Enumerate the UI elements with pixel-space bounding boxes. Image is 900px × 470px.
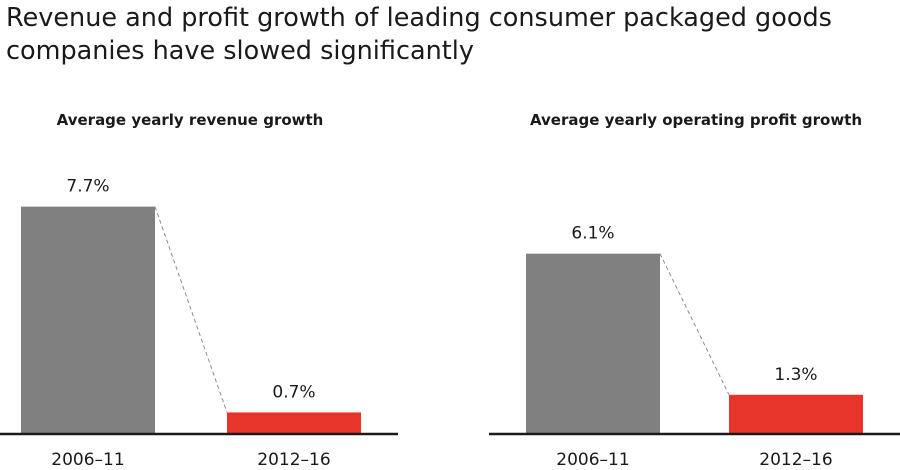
chart-1-connector-line xyxy=(659,253,730,395)
title-line-1: Revenue and profit growth of leading con… xyxy=(6,3,832,33)
chart-1-value-label-0: 6.1% xyxy=(571,224,614,244)
chart-1-title: Average yearly operating profit growth xyxy=(530,111,862,129)
chart-1-value-label-1: 1.3% xyxy=(774,365,817,385)
chart-1-category-label-1: 2012–16 xyxy=(759,450,832,470)
chart-0-bar-1 xyxy=(227,412,361,433)
chart-0-connector-line xyxy=(154,206,228,413)
page-title: Revenue and profit growth of leading con… xyxy=(6,2,886,68)
title-line-2: companies have slowed significantly xyxy=(6,36,474,66)
chart-1-bar-0 xyxy=(526,253,660,433)
chart-0-bar-0 xyxy=(21,206,155,433)
chart-0-value-label-0: 7.7% xyxy=(66,177,109,197)
chart-0-category-label-0: 2006–11 xyxy=(51,450,124,470)
chart-1-bar-1 xyxy=(729,394,863,433)
chart-1-category-label-0: 2006–11 xyxy=(556,450,629,470)
chart-0-title: Average yearly revenue growth xyxy=(57,111,324,129)
chart-0-category-label-1: 2012–16 xyxy=(257,450,330,470)
chart-0-value-label-1: 0.7% xyxy=(272,382,315,402)
